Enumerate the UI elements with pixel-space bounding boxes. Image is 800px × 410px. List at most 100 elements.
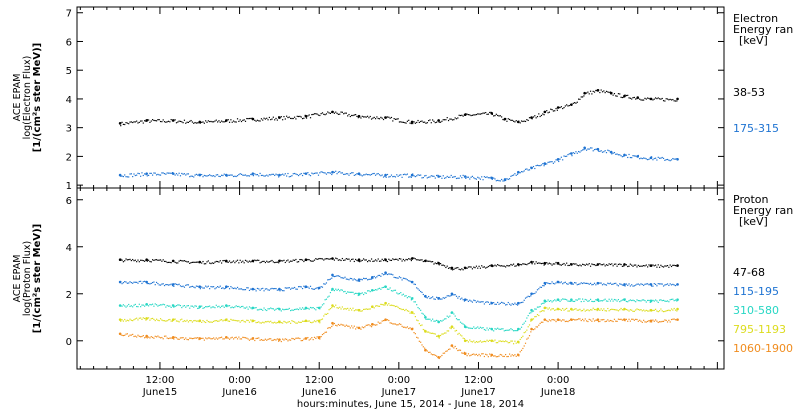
scatter-dot xyxy=(636,318,638,321)
scatter-dot xyxy=(611,298,613,300)
scatter-dot xyxy=(489,177,491,179)
scatter-dot xyxy=(292,173,294,175)
scatter-dot xyxy=(206,286,208,288)
scatter-dot xyxy=(443,297,446,299)
scatter-dot xyxy=(656,320,658,322)
scatter-dot xyxy=(408,280,410,282)
scatter-dot xyxy=(231,287,233,289)
scatter-dot xyxy=(658,299,661,301)
scatter-dot xyxy=(173,260,175,262)
scatter-dot xyxy=(619,283,621,285)
x-tick-date: June15 xyxy=(142,387,178,398)
scatter-dot xyxy=(441,177,443,179)
scatter-dot xyxy=(288,261,290,263)
scatter-dot xyxy=(616,284,618,286)
scatter-dot xyxy=(447,176,450,178)
scatter-dot xyxy=(616,95,618,97)
scatter-dot xyxy=(430,332,432,334)
scatter-dot xyxy=(589,282,592,284)
scatter-dot xyxy=(649,283,651,285)
scatter-dot xyxy=(516,263,519,265)
scatter-dot xyxy=(495,328,497,330)
scatter-dot xyxy=(547,263,549,265)
scatter-dot xyxy=(240,338,243,340)
scatter-dot xyxy=(493,115,495,117)
scatter-dot xyxy=(146,260,148,262)
scatter-dot xyxy=(380,260,382,262)
scatter-dot xyxy=(356,259,358,262)
scatter-dot xyxy=(481,265,483,267)
scatter-dot xyxy=(278,320,280,322)
scatter-dot xyxy=(173,306,175,308)
scatter-dot xyxy=(349,291,351,293)
scatter-dot xyxy=(169,305,171,307)
scatter-dot xyxy=(149,172,151,174)
scatter-dot xyxy=(441,333,443,335)
series-310-580 xyxy=(118,285,679,332)
scatter-dot xyxy=(223,173,225,175)
scatter-dot xyxy=(612,283,614,285)
scatter-dot xyxy=(272,339,274,341)
scatter-dot xyxy=(158,304,160,306)
scatter-dot xyxy=(508,178,511,180)
scatter-dot xyxy=(329,258,332,260)
scatter-dot xyxy=(568,319,570,322)
scatter-dot xyxy=(661,97,663,100)
scatter-dot xyxy=(578,318,580,320)
scatter-dot xyxy=(479,326,481,328)
scatter-dot xyxy=(311,260,313,262)
scatter-dot xyxy=(548,283,551,285)
scatter-dot xyxy=(540,114,543,117)
scatter-dot xyxy=(645,283,647,285)
scatter-dot xyxy=(515,355,517,357)
scatter-dot xyxy=(309,306,312,309)
scatter-dot xyxy=(566,262,568,264)
scatter-dot xyxy=(462,174,464,176)
scatter-dot xyxy=(499,340,501,342)
scatter-dot xyxy=(512,174,515,176)
scatter-dot xyxy=(352,307,354,309)
scatter-dot xyxy=(417,337,419,339)
scatter-dot xyxy=(526,168,528,170)
scatter-dot xyxy=(612,300,614,302)
data-point xyxy=(530,308,533,312)
scatter-dot xyxy=(154,335,156,337)
scatter-dot xyxy=(404,173,406,175)
scatter-dot xyxy=(605,320,608,322)
scatter-dot xyxy=(647,97,649,99)
scatter-dot xyxy=(191,337,194,340)
legend-title: [keV] xyxy=(739,215,768,228)
scatter-dot xyxy=(428,351,430,354)
scatter-dot xyxy=(365,173,367,175)
scatter-dot xyxy=(608,283,610,285)
scatter-dot xyxy=(153,337,155,339)
scatter-dot xyxy=(246,260,248,262)
scatter-dot xyxy=(516,340,519,343)
scatter-dot xyxy=(355,258,357,261)
scatter-dot xyxy=(524,120,527,123)
scatter-dot xyxy=(542,321,544,323)
scatter-dot xyxy=(507,178,509,181)
scatter-dot xyxy=(558,299,560,302)
scatter-dot xyxy=(597,300,600,302)
scatter-dot xyxy=(171,120,174,122)
scatter-dot xyxy=(674,158,677,160)
scatter-dot xyxy=(584,264,586,266)
scatter-dot xyxy=(658,157,661,159)
scatter-dot xyxy=(564,105,566,107)
scatter-dot xyxy=(475,265,478,267)
scatter-dot xyxy=(613,263,616,265)
scatter-dot xyxy=(421,120,423,122)
scatter-dot xyxy=(258,309,260,311)
scatter-dot xyxy=(592,263,594,266)
scatter-dot xyxy=(329,172,332,174)
scatter-dot xyxy=(214,338,216,340)
scatter-dot xyxy=(538,314,540,317)
scatter-dot xyxy=(228,305,231,307)
scatter-dot xyxy=(161,172,163,174)
scatter-dot xyxy=(335,170,337,172)
scatter-dot xyxy=(242,119,244,121)
scatter-dot xyxy=(161,336,163,339)
scatter-dot xyxy=(138,173,140,175)
scatter-dot xyxy=(651,321,653,323)
